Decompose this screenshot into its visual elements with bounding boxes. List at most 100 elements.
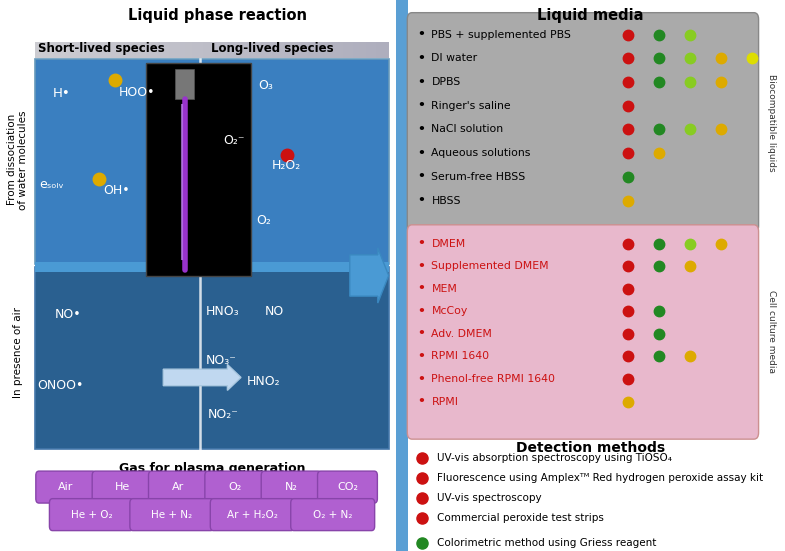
Text: •: •	[418, 395, 425, 408]
Text: He + O₂: He + O₂	[71, 510, 112, 520]
Text: •: •	[418, 52, 425, 65]
FancyBboxPatch shape	[235, 42, 236, 58]
FancyBboxPatch shape	[281, 42, 283, 58]
FancyBboxPatch shape	[136, 42, 137, 58]
FancyBboxPatch shape	[140, 42, 141, 58]
FancyBboxPatch shape	[297, 42, 298, 58]
FancyBboxPatch shape	[345, 42, 346, 58]
FancyBboxPatch shape	[78, 42, 79, 58]
Text: Gas for plasma generation: Gas for plasma generation	[119, 462, 305, 475]
FancyBboxPatch shape	[210, 42, 212, 58]
Text: UV-vis spectroscopy: UV-vis spectroscopy	[437, 493, 542, 503]
FancyBboxPatch shape	[164, 42, 166, 58]
FancyBboxPatch shape	[205, 471, 265, 503]
Text: Adv. DMEM: Adv. DMEM	[432, 329, 492, 339]
FancyBboxPatch shape	[265, 42, 267, 58]
Text: From dissociation
of water molecules: From dissociation of water molecules	[7, 110, 28, 209]
FancyBboxPatch shape	[210, 499, 294, 531]
FancyBboxPatch shape	[396, 0, 408, 551]
Text: •: •	[418, 147, 425, 160]
Text: NO₃⁻: NO₃⁻	[206, 354, 237, 368]
FancyBboxPatch shape	[86, 42, 88, 58]
FancyBboxPatch shape	[232, 42, 233, 58]
FancyBboxPatch shape	[239, 42, 240, 58]
FancyBboxPatch shape	[51, 42, 53, 58]
FancyBboxPatch shape	[293, 42, 295, 58]
Text: Colorimetric method using Griess reagent: Colorimetric method using Griess reagent	[437, 538, 656, 548]
Text: •: •	[418, 260, 425, 273]
FancyBboxPatch shape	[148, 471, 208, 503]
FancyBboxPatch shape	[369, 42, 371, 58]
FancyBboxPatch shape	[373, 42, 374, 58]
FancyBboxPatch shape	[367, 42, 369, 58]
FancyBboxPatch shape	[233, 42, 235, 58]
FancyBboxPatch shape	[196, 42, 198, 58]
FancyBboxPatch shape	[304, 42, 305, 58]
FancyBboxPatch shape	[122, 42, 123, 58]
FancyBboxPatch shape	[130, 42, 133, 58]
FancyBboxPatch shape	[250, 42, 253, 58]
FancyBboxPatch shape	[161, 42, 162, 58]
FancyBboxPatch shape	[100, 42, 102, 58]
Text: •: •	[418, 372, 425, 386]
FancyBboxPatch shape	[291, 42, 293, 58]
Text: •: •	[418, 305, 425, 318]
FancyBboxPatch shape	[325, 42, 327, 58]
FancyBboxPatch shape	[184, 42, 185, 58]
FancyBboxPatch shape	[65, 42, 67, 58]
FancyBboxPatch shape	[157, 42, 159, 58]
FancyBboxPatch shape	[92, 42, 93, 58]
FancyBboxPatch shape	[249, 42, 250, 58]
FancyBboxPatch shape	[242, 42, 243, 58]
FancyBboxPatch shape	[189, 42, 191, 58]
FancyBboxPatch shape	[162, 42, 164, 58]
FancyBboxPatch shape	[318, 471, 378, 503]
FancyBboxPatch shape	[257, 42, 260, 58]
FancyBboxPatch shape	[302, 42, 304, 58]
Text: He: He	[115, 482, 130, 492]
FancyBboxPatch shape	[319, 42, 322, 58]
Text: •: •	[418, 282, 425, 295]
Text: NaCl solution: NaCl solution	[432, 125, 503, 134]
FancyBboxPatch shape	[332, 42, 334, 58]
FancyBboxPatch shape	[79, 42, 81, 58]
FancyBboxPatch shape	[116, 42, 119, 58]
Text: Long-lived species: Long-lived species	[210, 42, 334, 55]
FancyBboxPatch shape	[72, 42, 74, 58]
FancyBboxPatch shape	[284, 42, 286, 58]
FancyBboxPatch shape	[92, 471, 152, 503]
Text: ONOO•: ONOO•	[37, 379, 83, 392]
FancyBboxPatch shape	[123, 42, 126, 58]
FancyBboxPatch shape	[119, 42, 120, 58]
Text: Liquid media: Liquid media	[538, 8, 644, 23]
FancyBboxPatch shape	[315, 42, 316, 58]
FancyBboxPatch shape	[371, 42, 373, 58]
Text: O₂ + N₂: O₂ + N₂	[313, 510, 352, 520]
FancyBboxPatch shape	[336, 42, 338, 58]
FancyBboxPatch shape	[214, 42, 215, 58]
FancyBboxPatch shape	[276, 42, 277, 58]
FancyBboxPatch shape	[148, 42, 150, 58]
Text: DMEM: DMEM	[432, 239, 466, 249]
FancyBboxPatch shape	[199, 42, 201, 58]
Text: RPMI 1640: RPMI 1640	[432, 352, 490, 361]
FancyBboxPatch shape	[141, 42, 143, 58]
FancyBboxPatch shape	[180, 42, 182, 58]
FancyBboxPatch shape	[305, 42, 307, 58]
FancyBboxPatch shape	[263, 42, 265, 58]
FancyBboxPatch shape	[168, 42, 170, 58]
Text: •: •	[418, 327, 425, 341]
FancyBboxPatch shape	[316, 42, 318, 58]
FancyBboxPatch shape	[226, 42, 228, 58]
FancyBboxPatch shape	[277, 42, 279, 58]
FancyBboxPatch shape	[113, 42, 115, 58]
Text: HNO₂: HNO₂	[246, 375, 280, 388]
FancyBboxPatch shape	[225, 42, 226, 58]
FancyBboxPatch shape	[279, 42, 281, 58]
FancyBboxPatch shape	[178, 42, 180, 58]
FancyBboxPatch shape	[286, 42, 288, 58]
FancyBboxPatch shape	[229, 42, 232, 58]
Text: McCoy: McCoy	[432, 306, 468, 316]
FancyBboxPatch shape	[378, 42, 380, 58]
FancyBboxPatch shape	[311, 42, 312, 58]
